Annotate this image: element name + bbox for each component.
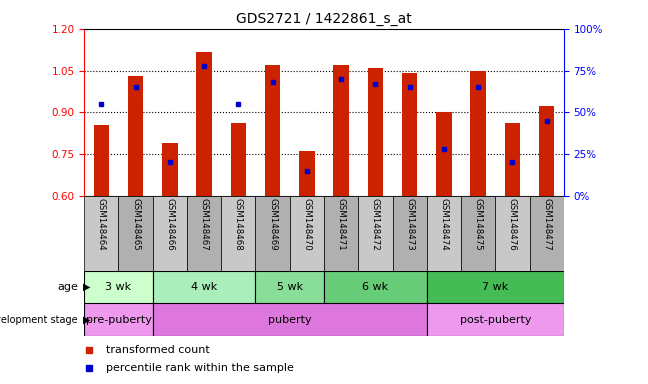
Text: ▶: ▶	[83, 314, 91, 325]
Bar	[255, 271, 324, 303]
Text: GSM148474: GSM148474	[439, 198, 448, 251]
Bar	[324, 196, 358, 271]
Text: 4 wk: 4 wk	[191, 282, 217, 292]
Text: GSM148467: GSM148467	[200, 198, 209, 251]
Text: GSM148472: GSM148472	[371, 198, 380, 251]
Bar	[162, 143, 178, 196]
Bar	[128, 76, 143, 196]
Text: GSM148475: GSM148475	[474, 198, 483, 251]
Bar	[84, 271, 153, 303]
Bar	[539, 106, 554, 196]
Text: GSM148476: GSM148476	[508, 198, 517, 251]
Bar	[153, 196, 187, 271]
Text: GSM148473: GSM148473	[405, 198, 414, 251]
Text: GSM148465: GSM148465	[131, 198, 140, 251]
Bar	[231, 122, 246, 196]
Text: 6 wk: 6 wk	[362, 282, 388, 292]
Text: development stage: development stage	[0, 314, 78, 325]
Bar	[427, 196, 461, 271]
Text: post-puberty: post-puberty	[459, 314, 531, 325]
Text: GSM148468: GSM148468	[234, 198, 243, 251]
Bar	[187, 196, 221, 271]
Bar	[436, 112, 452, 196]
Text: ▶: ▶	[83, 282, 91, 292]
Text: GSM148470: GSM148470	[303, 198, 312, 251]
Bar	[324, 271, 427, 303]
Bar	[367, 68, 383, 196]
Text: 5 wk: 5 wk	[277, 282, 303, 292]
Bar	[153, 303, 427, 336]
Text: 3 wk: 3 wk	[106, 282, 132, 292]
Bar	[393, 196, 427, 271]
Bar	[529, 196, 564, 271]
Bar	[84, 196, 119, 271]
Bar	[265, 65, 281, 196]
Bar	[495, 196, 529, 271]
Bar	[196, 53, 212, 196]
Bar	[427, 303, 564, 336]
Text: puberty: puberty	[268, 314, 312, 325]
Bar	[290, 196, 324, 271]
Bar	[94, 125, 109, 196]
Bar	[119, 196, 153, 271]
Bar	[153, 271, 255, 303]
Text: GSM148469: GSM148469	[268, 198, 277, 251]
Text: age: age	[57, 282, 78, 292]
Text: GSM148466: GSM148466	[165, 198, 174, 251]
Bar	[402, 73, 417, 196]
Text: 7 wk: 7 wk	[482, 282, 509, 292]
Bar	[427, 271, 564, 303]
Text: GSM148477: GSM148477	[542, 198, 551, 251]
Bar	[255, 196, 290, 271]
Text: transformed count: transformed count	[106, 345, 209, 355]
Bar	[299, 151, 314, 196]
Bar	[84, 303, 153, 336]
Text: percentile rank within the sample: percentile rank within the sample	[106, 363, 294, 373]
Title: GDS2721 / 1422861_s_at: GDS2721 / 1422861_s_at	[236, 12, 412, 26]
Text: pre-puberty: pre-puberty	[86, 314, 152, 325]
Text: GSM148471: GSM148471	[336, 198, 345, 251]
Text: GSM148464: GSM148464	[97, 198, 106, 251]
Bar	[334, 65, 349, 196]
Bar	[461, 196, 495, 271]
Bar	[470, 71, 486, 196]
Bar	[358, 196, 393, 271]
Bar	[221, 196, 255, 271]
Bar	[505, 123, 520, 196]
